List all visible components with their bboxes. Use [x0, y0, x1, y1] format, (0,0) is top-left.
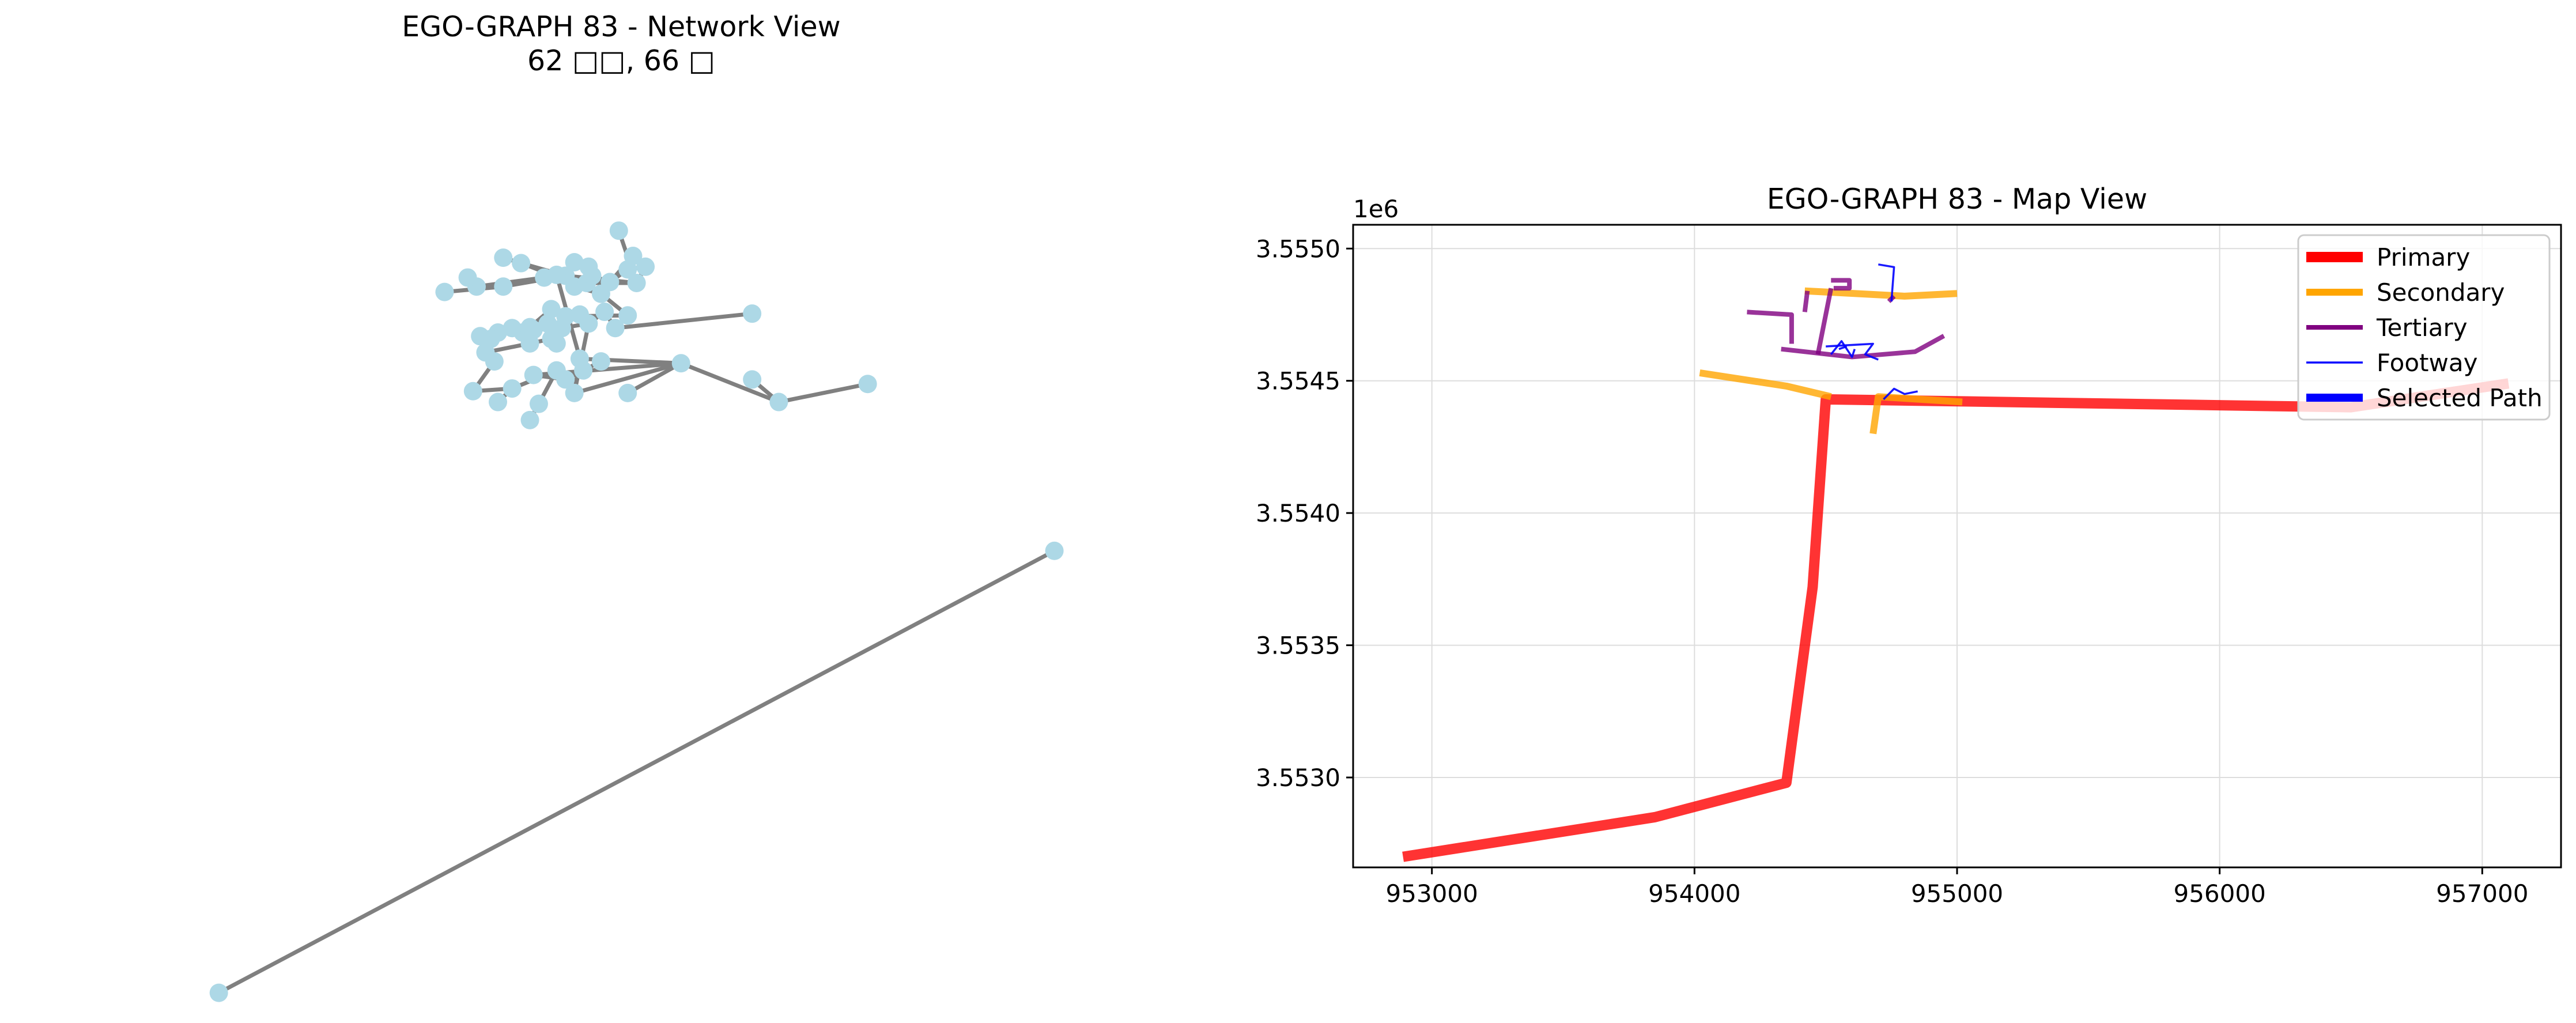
x-tick-label: 956000 [2173, 879, 2265, 908]
road-footway [1838, 345, 1848, 350]
legend-label: Selected Path [2377, 384, 2543, 412]
x-tick-label: 955000 [1911, 879, 2003, 908]
map-ticks: 953000 954000 955000 956000 957000 3.5530 3.55… [1256, 235, 2528, 908]
network-edge [218, 549, 1056, 995]
y-offset-label: 1e6 [1353, 195, 1399, 223]
network-node [595, 303, 614, 322]
x-tick-label: 953000 [1386, 879, 1478, 908]
network-node [471, 327, 490, 346]
y-tick-label: 3.5540 [1256, 499, 1340, 527]
x-tick-label: 957000 [2436, 879, 2528, 908]
network-node [671, 354, 690, 373]
legend-label: Tertiary [2376, 314, 2468, 342]
legend-label: Secondary [2377, 278, 2505, 307]
network-node [618, 306, 637, 325]
network-nodes [209, 221, 1064, 1002]
y-tick-label: 3.5530 [1256, 764, 1340, 792]
road-primary [1402, 378, 2510, 862]
network-node [538, 314, 557, 333]
network-node [520, 318, 539, 337]
network-edges [218, 230, 1056, 995]
network-node [743, 370, 762, 389]
network-node [503, 379, 522, 398]
y-tick-label: 3.5535 [1256, 632, 1340, 660]
road-tertiary [1747, 309, 1794, 344]
network-edge [573, 361, 682, 395]
network-view: EGO-GRAPH 83 - Network View 62 □□, 66 □ [209, 10, 1064, 1002]
network-node [547, 334, 566, 353]
network-edge [680, 361, 780, 404]
network-node [494, 248, 513, 267]
road-secondary [1869, 393, 1963, 435]
x-tick-label: 954000 [1648, 879, 1740, 908]
network-node [503, 319, 522, 338]
map-title: EGO-GRAPH 83 - Map View [1767, 183, 2147, 216]
network-edge [778, 382, 868, 404]
network-node [463, 382, 482, 401]
network-title-line1: EGO-GRAPH 83 - Network View [402, 10, 841, 43]
network-node [529, 394, 548, 413]
network-node [524, 365, 543, 384]
network-node [636, 257, 655, 276]
network-node [574, 361, 593, 380]
network-node [743, 304, 762, 323]
network-node [435, 282, 454, 301]
network-title-line2: 62 □□, 66 □ [527, 44, 715, 77]
network-edge [615, 311, 753, 330]
road-footway [1883, 387, 1918, 401]
network-node [556, 307, 575, 326]
road-footway [1826, 342, 1879, 361]
network-node [547, 361, 566, 380]
map-axes-frame [1352, 224, 2562, 869]
road-footway [1830, 340, 1856, 358]
map-view: EGO-GRAPH 83 - Map View 1e6 953000 954000… [1256, 183, 2562, 908]
road-footway [1878, 263, 1895, 302]
network-node [618, 383, 637, 402]
network-node [579, 257, 598, 276]
road-tertiary [1802, 290, 1810, 312]
network-node [494, 277, 513, 296]
network-node [606, 319, 625, 338]
legend-label: Footway [2377, 349, 2477, 377]
network-node [591, 352, 610, 371]
network-node [542, 300, 561, 319]
network-node [579, 314, 598, 333]
map-legend: Primary Secondary Tertiary Footway Selected … [2297, 234, 2551, 421]
network-edge [626, 361, 682, 395]
network-node [512, 254, 531, 273]
network-node [1045, 541, 1064, 560]
network-node [769, 392, 788, 412]
network-node [209, 983, 228, 1002]
network-node [565, 252, 584, 271]
legend-box [2297, 234, 2551, 421]
network-node [624, 247, 643, 266]
network-node [609, 221, 628, 240]
network-node [520, 410, 539, 429]
road-tertiary [1781, 334, 1946, 360]
y-tick-label: 3.5550 [1256, 235, 1340, 263]
network-node [627, 273, 646, 292]
network-node [489, 392, 508, 412]
road-secondary [1699, 369, 1832, 401]
network-node [565, 383, 584, 402]
road-tertiary [1815, 288, 1834, 355]
network-node [858, 375, 877, 394]
network-node [547, 265, 566, 284]
road-secondary [1804, 287, 1958, 300]
legend-label: Primary [2377, 243, 2470, 271]
y-tick-label: 3.5545 [1256, 367, 1340, 395]
network-node [458, 268, 477, 287]
road-tertiary [1831, 278, 1852, 291]
network-node [600, 273, 620, 292]
